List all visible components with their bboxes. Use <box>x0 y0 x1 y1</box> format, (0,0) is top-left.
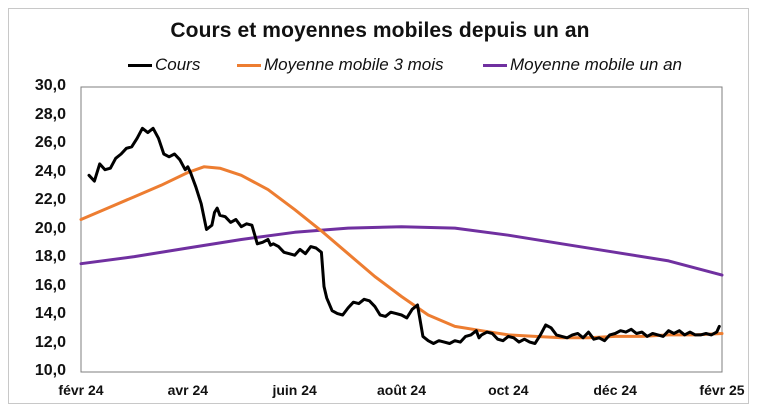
legend-item-mm12: Moyenne mobile un an <box>483 55 682 75</box>
y-tick-label: 16,0 <box>34 276 66 294</box>
legend-swatch-mm12 <box>483 63 507 67</box>
legend-label-mm3: Moyenne mobile 3 mois <box>264 55 444 74</box>
y-tick-label: 20,0 <box>34 219 66 237</box>
x-tick-label: juin 24 <box>272 382 317 398</box>
legend-swatch-cours <box>128 63 152 67</box>
x-tick-label: déc 24 <box>593 382 637 398</box>
y-tick-label: 14,0 <box>34 305 66 322</box>
x-tick-label: août 24 <box>376 382 426 398</box>
y-tick-label: 22,0 <box>34 191 66 208</box>
x-tick-label: avr 24 <box>167 382 209 398</box>
x-tick-label: févr 25 <box>699 382 745 398</box>
legend-item-mm3: Moyenne mobile 3 mois <box>237 55 444 75</box>
plot-border <box>80 86 723 373</box>
y-tick-label: 24,0 <box>34 162 66 180</box>
y-tick-label: 28,0 <box>34 105 66 123</box>
series-line-moyenne-mobile-un-an <box>79 225 724 277</box>
y-tick-label: 26,0 <box>34 134 66 151</box>
y-tick-label: 18,0 <box>34 248 66 265</box>
series-layer <box>79 126 724 345</box>
chart-title: Cours et moyennes mobiles depuis un an <box>170 19 590 42</box>
legend-swatch-mm3 <box>237 63 261 67</box>
y-tick-label: 12,0 <box>34 333 66 351</box>
legend-label-cours: Cours <box>155 55 201 74</box>
legend-label-mm12: Moyenne mobile un an <box>510 55 683 74</box>
x-tick-label: févr 24 <box>58 382 104 398</box>
x-tick-label: oct 24 <box>488 382 529 398</box>
y-tick-label: 10,0 <box>34 362 66 379</box>
legend-item-cours: Cours <box>128 55 200 75</box>
series-line-cours <box>87 126 721 345</box>
y-tick-label: 30,0 <box>34 77 66 94</box>
chart-legend: Cours Moyenne mobile 3 mois Moyenne mobi… <box>0 55 760 79</box>
